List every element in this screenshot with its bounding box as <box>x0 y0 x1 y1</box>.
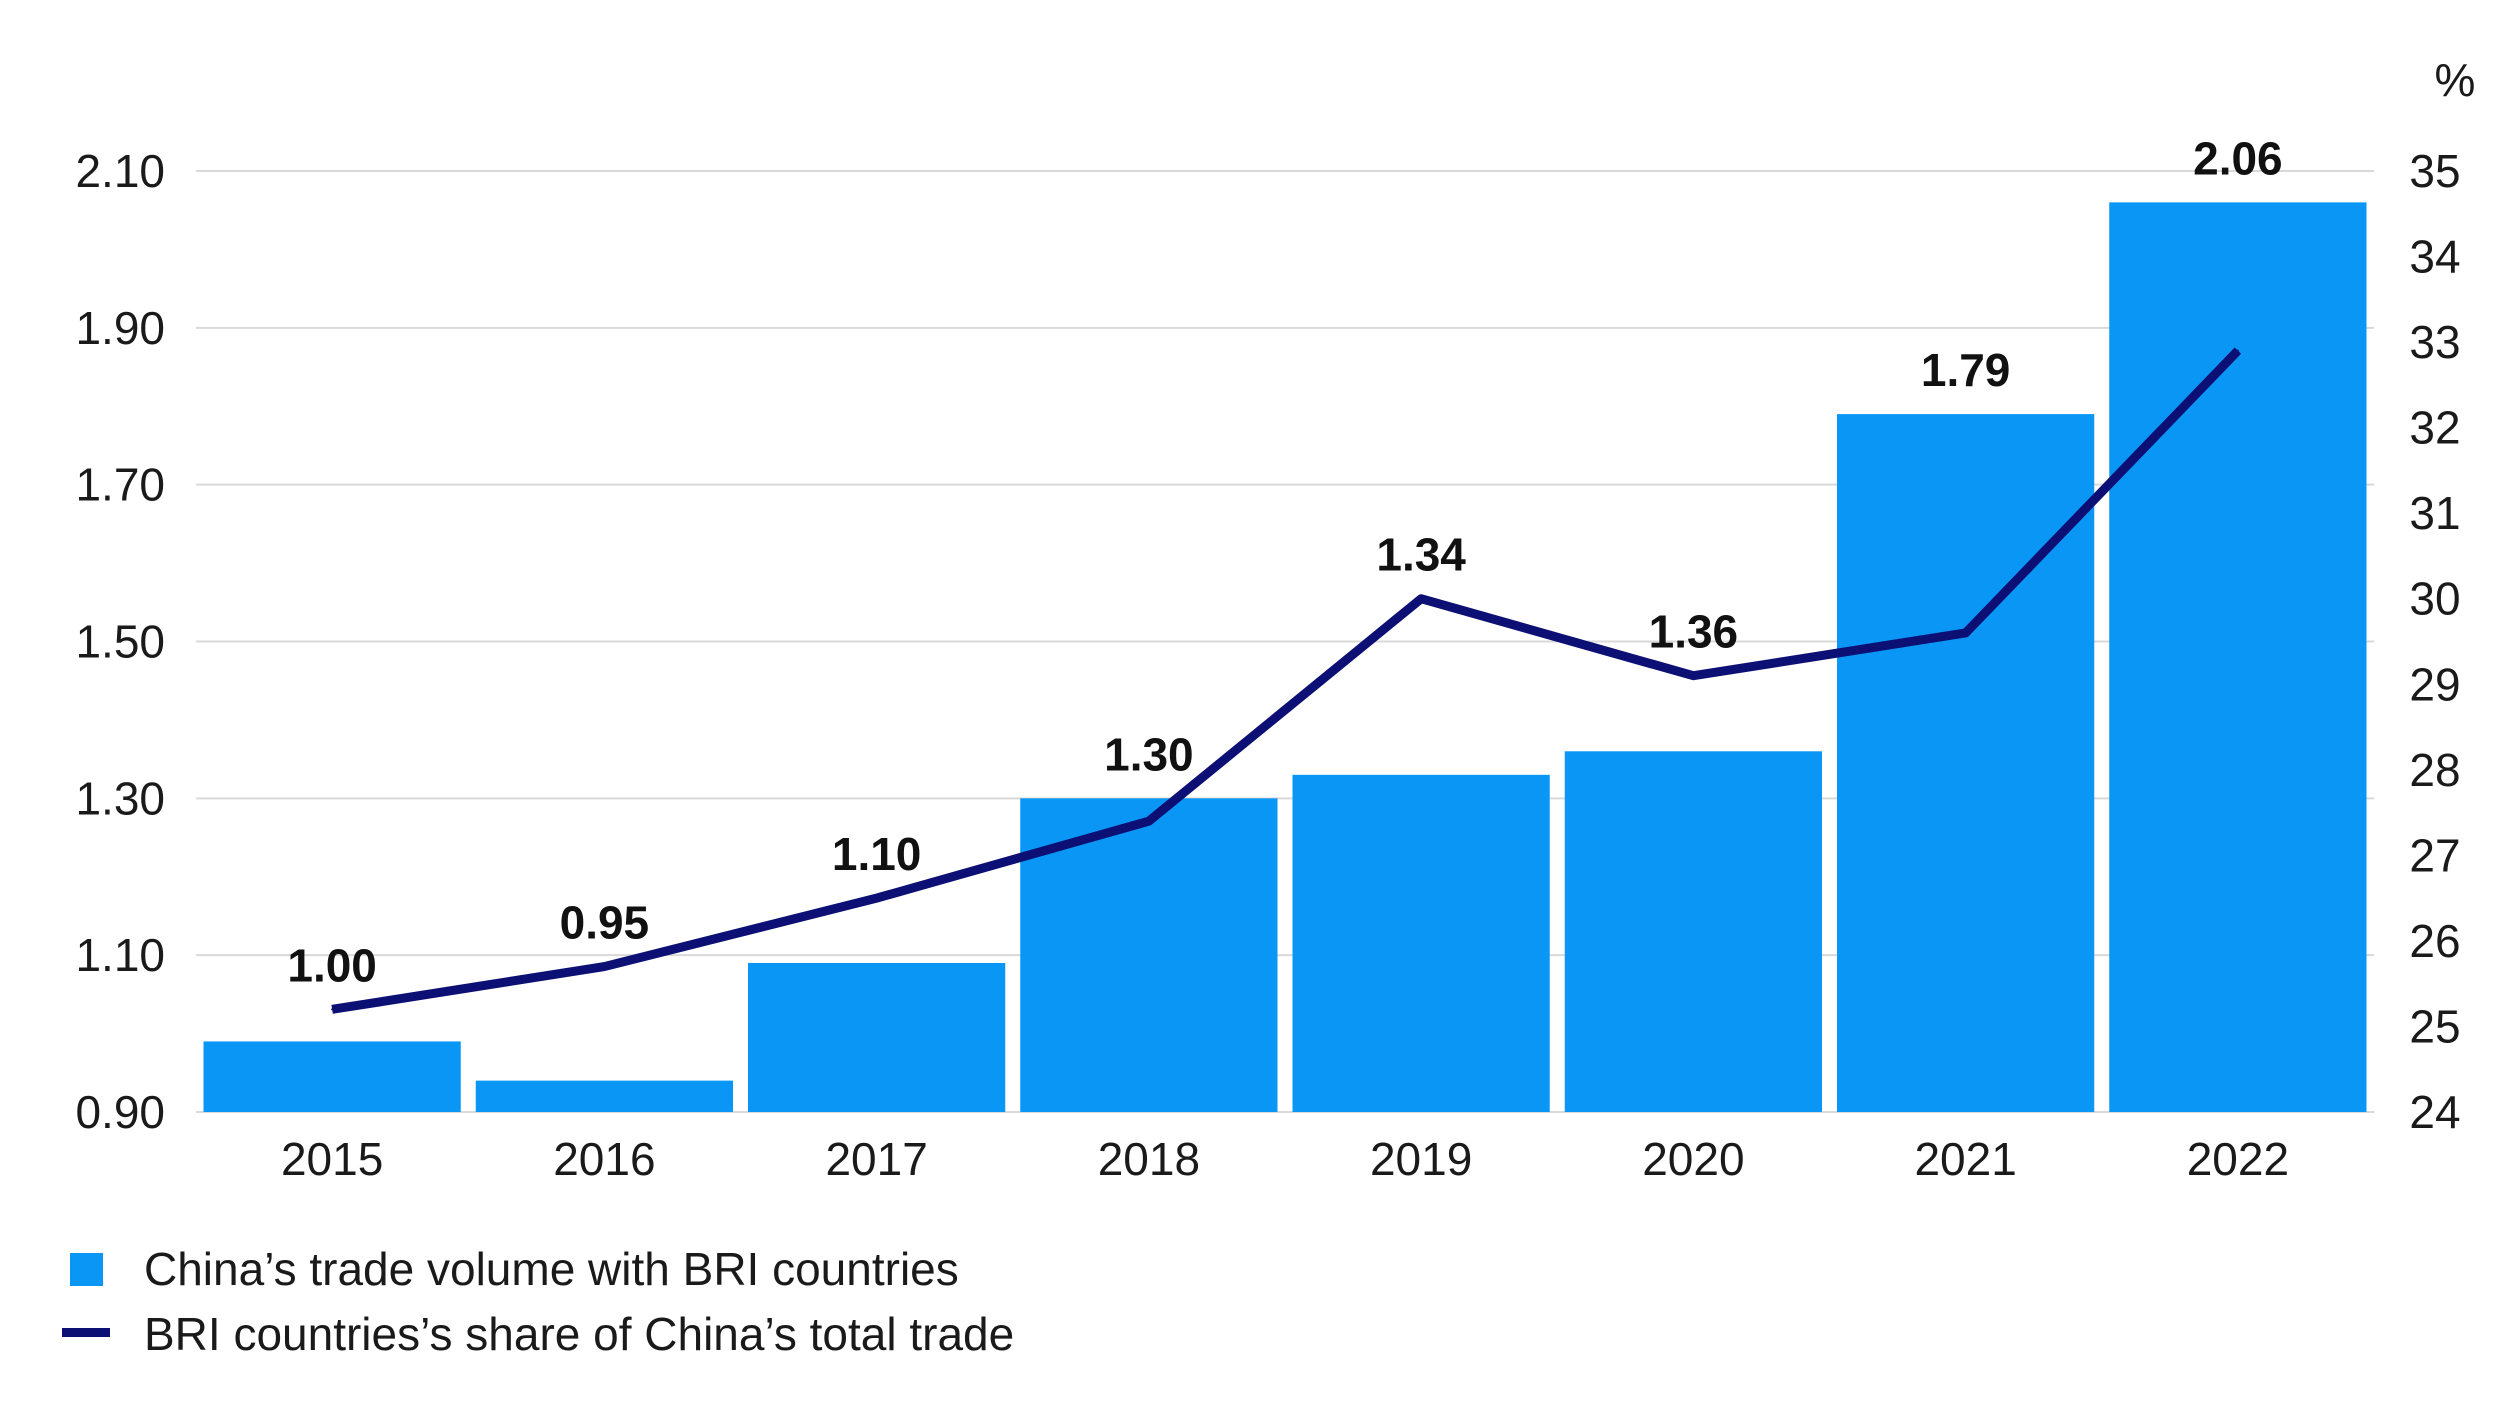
legend-bar-label: China’s trade volume with BRI countries <box>144 1243 959 1295</box>
right-tick-label: 31 <box>2409 487 2460 539</box>
bar-2019 <box>1292 774 1550 1112</box>
data-label-2020: 1.36 <box>1649 606 1739 658</box>
data-label-2021: 1.79 <box>1921 344 2011 396</box>
share-point-2020 <box>1692 674 1695 677</box>
right-tick-label: 27 <box>2409 829 2460 881</box>
data-label-2018: 1.30 <box>1104 728 1194 780</box>
left-tick-label: 1.10 <box>75 929 165 981</box>
line-series <box>331 347 2242 1014</box>
legend-line-label: BRI countries’s share of China’s total t… <box>144 1308 1014 1360</box>
left-tick-label: 1.90 <box>75 302 165 354</box>
x-tick-label: 2019 <box>1370 1133 1472 1185</box>
share-point-2018 <box>1147 820 1150 823</box>
x-tick-label: 2015 <box>281 1133 383 1185</box>
legend: China’s trade volume with BRI countries … <box>62 1243 1014 1360</box>
bar-series <box>203 202 2367 1112</box>
bar-2015 <box>203 1041 461 1112</box>
x-axis-ticks: 2015 2016 2017 2018 2019 2020 2021 2022 <box>281 1133 2289 1185</box>
right-tick-label: 30 <box>2409 573 2460 625</box>
data-label-2015: 1.00 <box>287 939 377 991</box>
data-label-2019: 1.34 <box>1376 529 1466 581</box>
share-line <box>331 347 2242 1014</box>
left-tick-label: 1.70 <box>75 459 165 511</box>
right-tick-label: 32 <box>2409 402 2460 454</box>
right-tick-label: 35 <box>2409 145 2460 197</box>
right-tick-label: 28 <box>2409 744 2460 796</box>
bar-2016 <box>475 1080 733 1112</box>
share-point-2017 <box>875 897 878 900</box>
right-tick-label: 24 <box>2409 1086 2460 1138</box>
left-tick-label: 2.10 <box>75 145 165 197</box>
share-point-2015 <box>331 1008 334 1011</box>
right-tick-label: 29 <box>2409 658 2460 710</box>
x-tick-label: 2020 <box>1642 1133 1744 1185</box>
x-tick-label: 2021 <box>1914 1133 2016 1185</box>
bar-2017 <box>748 963 1006 1112</box>
share-point-2022 <box>2236 349 2239 352</box>
x-tick-label: 2017 <box>825 1133 927 1185</box>
x-tick-label: 2016 <box>553 1133 655 1185</box>
right-tick-label: 26 <box>2409 915 2460 967</box>
legend-line-swatch <box>62 1328 110 1337</box>
right-axis-unit: % <box>2435 54 2476 106</box>
bar-2021 <box>1837 414 2095 1112</box>
share-point-2019 <box>1420 597 1423 600</box>
left-axis-ticks: 0.90 1.10 1.30 1.50 1.70 1.90 2.10 <box>75 145 165 1138</box>
data-label-2017: 1.10 <box>832 828 922 880</box>
right-tick-label: 34 <box>2409 231 2460 283</box>
data-labels: 1.00 0.95 1.10 1.30 1.34 1.36 1.79 2.06 <box>287 132 2282 991</box>
legend-bar-swatch <box>70 1253 103 1286</box>
bar-2018 <box>1020 798 1278 1112</box>
bar-2022 <box>2109 202 2367 1112</box>
right-tick-label: 33 <box>2409 316 2460 368</box>
x-tick-label: 2022 <box>2187 1133 2289 1185</box>
left-tick-label: 0.90 <box>75 1086 165 1138</box>
right-tick-label: 25 <box>2409 1000 2460 1052</box>
share-point-2021 <box>1964 631 1967 634</box>
bar-2020 <box>1564 751 1822 1112</box>
data-label-2016: 0.95 <box>560 897 650 949</box>
left-tick-label: 1.50 <box>75 616 165 668</box>
left-tick-label: 1.30 <box>75 772 165 824</box>
data-label-2022: 2.06 <box>2193 132 2283 184</box>
share-point-2016 <box>603 965 606 968</box>
gridlines <box>196 170 2374 1113</box>
right-axis-ticks: % 24 25 26 27 28 29 30 31 32 33 34 35 <box>2409 54 2475 1138</box>
x-tick-label: 2018 <box>1098 1133 1200 1185</box>
